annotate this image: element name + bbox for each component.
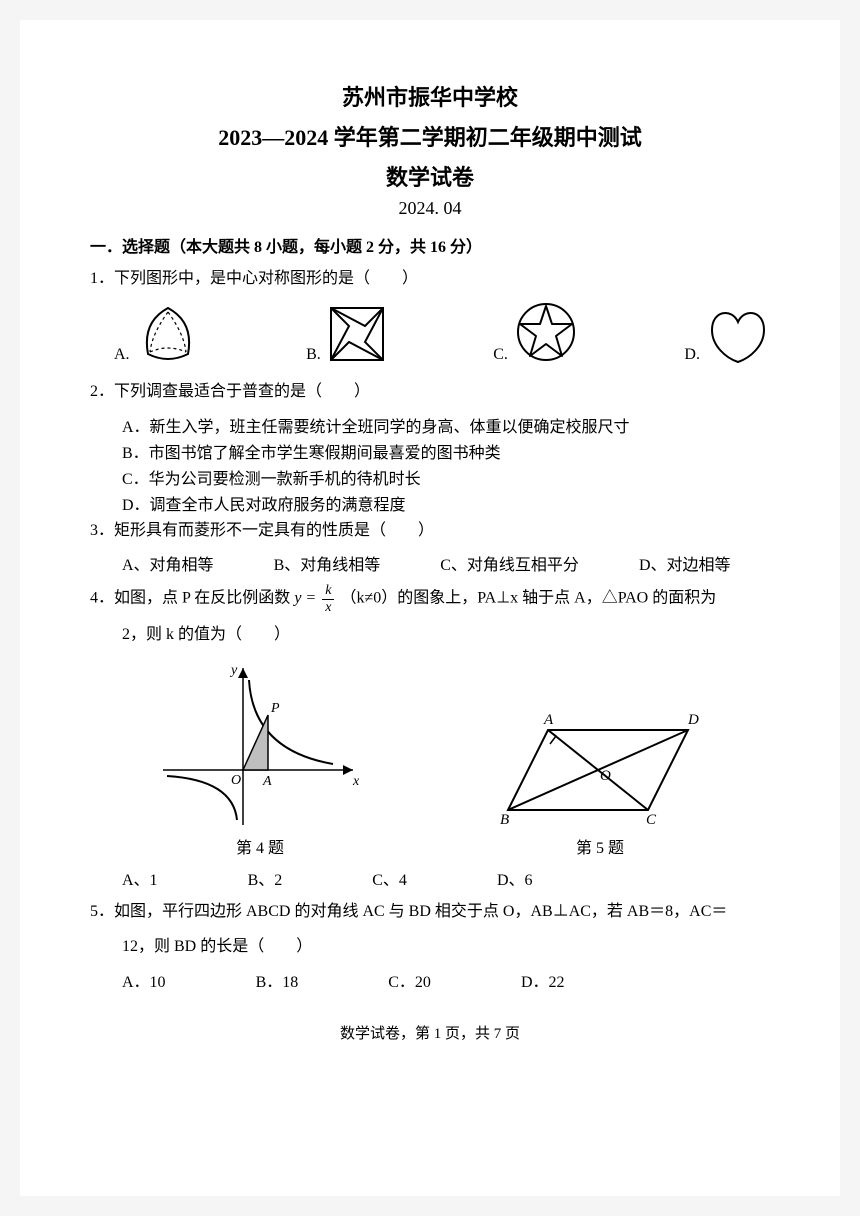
q1-opt-d: D. bbox=[684, 306, 770, 364]
svg-text:A: A bbox=[543, 712, 554, 728]
svg-text:y: y bbox=[229, 663, 238, 678]
star-circle-icon bbox=[514, 300, 578, 364]
q4-fraction: kx bbox=[322, 583, 334, 615]
reuleaux-triangle-icon bbox=[136, 304, 200, 364]
q5-parallelogram-icon: A D B C O bbox=[488, 710, 708, 830]
q5-opt-b: B．18 bbox=[256, 968, 299, 992]
school-name: 苏州市振华中学校 bbox=[90, 80, 770, 112]
exam-date: 2024. 04 bbox=[90, 198, 770, 219]
svg-text:x: x bbox=[352, 774, 360, 789]
q4-options: A、1 B、2 C、4 D、6 bbox=[122, 866, 770, 890]
q1-opt-b-label: B. bbox=[306, 346, 321, 364]
q3-opt-c: C、对角线互相平分 bbox=[440, 551, 579, 575]
q4-caption: 第 4 题 bbox=[236, 834, 284, 858]
svg-text:O: O bbox=[231, 773, 241, 788]
heart-outline-icon bbox=[706, 306, 770, 364]
q2-opt-b: B．市图书馆了解全市学生寒假期间最喜爱的图书种类 bbox=[122, 439, 770, 463]
q4-opt-b: B、2 bbox=[248, 866, 283, 890]
q5-stem: 5．如图，平行四边形 ABCD 的对角线 AC 与 BD 相交于点 O，AB⊥A… bbox=[90, 898, 770, 927]
exam-page: 苏州市振华中学校 2023—2024 学年第二学期初二年级期中测试 数学试卷 2… bbox=[20, 20, 840, 1196]
q4-stem-post: （k≠0）的图象上，PA⊥x 轴于点 A，△PAO 的面积为 bbox=[340, 590, 716, 607]
q2-stem: 2．下列调查最适合于普查的是（ ） bbox=[90, 378, 770, 407]
svg-text:C: C bbox=[646, 812, 657, 828]
q3-stem: 3．矩形具有而菱形不一定具有的性质是（ ） bbox=[90, 517, 770, 546]
q3-opt-b: B、对角线相等 bbox=[274, 551, 381, 575]
q3-options: A、对角相等 B、对角线相等 C、对角线互相平分 D、对边相等 bbox=[122, 551, 770, 575]
pinwheel-square-icon bbox=[327, 304, 387, 364]
figures-row: x y O P A A D B C O bbox=[90, 660, 770, 830]
q1-opt-a-label: A. bbox=[114, 346, 130, 364]
q4-stem: 4．如图，点 P 在反比例函数 y = kx （k≠0）的图象上，PA⊥x 轴于… bbox=[90, 583, 770, 615]
svg-text:D: D bbox=[687, 712, 699, 728]
q1-opt-c: C. bbox=[493, 300, 578, 364]
svg-text:O: O bbox=[600, 768, 611, 784]
q5-opt-a: A．10 bbox=[122, 968, 166, 992]
q3-opt-d: D、对边相等 bbox=[639, 551, 731, 575]
q4-opt-c: C、4 bbox=[372, 866, 407, 890]
q5-opt-c: C．20 bbox=[388, 968, 431, 992]
section-1-heading: 一．选择题（本大题共 8 小题，每小题 2 分，共 16 分） bbox=[90, 233, 770, 257]
q1-stem: 1．下列图形中，是中心对称图形的是（ ） bbox=[90, 265, 770, 294]
q1-opt-b: B. bbox=[306, 304, 387, 364]
q2-opt-d: D．调查全市人民对政府服务的满意程度 bbox=[122, 491, 770, 515]
q2-opt-a: A．新生入学，班主任需要统计全班同学的身高、体重以便确定校服尺寸 bbox=[122, 413, 770, 437]
q5-options: A．10 B．18 C．20 D．22 bbox=[122, 968, 770, 992]
page-footer: 数学试卷，第 1 页，共 7 页 bbox=[90, 1022, 770, 1043]
subject-title: 数学试卷 bbox=[90, 160, 770, 192]
svg-text:B: B bbox=[500, 812, 509, 828]
q4-opt-d: D、6 bbox=[497, 866, 533, 890]
q2-opt-c: C．华为公司要检测一款新手机的待机时长 bbox=[122, 465, 770, 489]
q1-opt-a: A. bbox=[114, 304, 200, 364]
svg-text:P: P bbox=[270, 701, 280, 716]
q1-options: A. B. C. D. bbox=[114, 300, 770, 364]
q5-caption: 第 5 题 bbox=[576, 834, 624, 858]
q4-opt-a: A、1 bbox=[122, 866, 158, 890]
q5-stem-line2: 12，则 BD 的长是（ ） bbox=[90, 933, 770, 962]
q4-stem-line2: 2，则 k 的值为（ ） bbox=[90, 621, 770, 650]
q1-opt-c-label: C. bbox=[493, 346, 508, 364]
svg-text:A: A bbox=[262, 774, 272, 789]
q3-opt-a: A、对角相等 bbox=[122, 551, 214, 575]
q4-graph-icon: x y O P A bbox=[153, 660, 363, 830]
q4-fn-y: y = bbox=[294, 590, 316, 607]
q4-stem-pre: 4．如图，点 P 在反比例函数 bbox=[90, 590, 290, 607]
figure-captions: 第 4 题 第 5 题 bbox=[90, 834, 770, 858]
exam-title: 2023—2024 学年第二学期初二年级期中测试 bbox=[90, 120, 770, 152]
q1-opt-d-label: D. bbox=[684, 346, 700, 364]
q5-opt-d: D．22 bbox=[521, 968, 565, 992]
